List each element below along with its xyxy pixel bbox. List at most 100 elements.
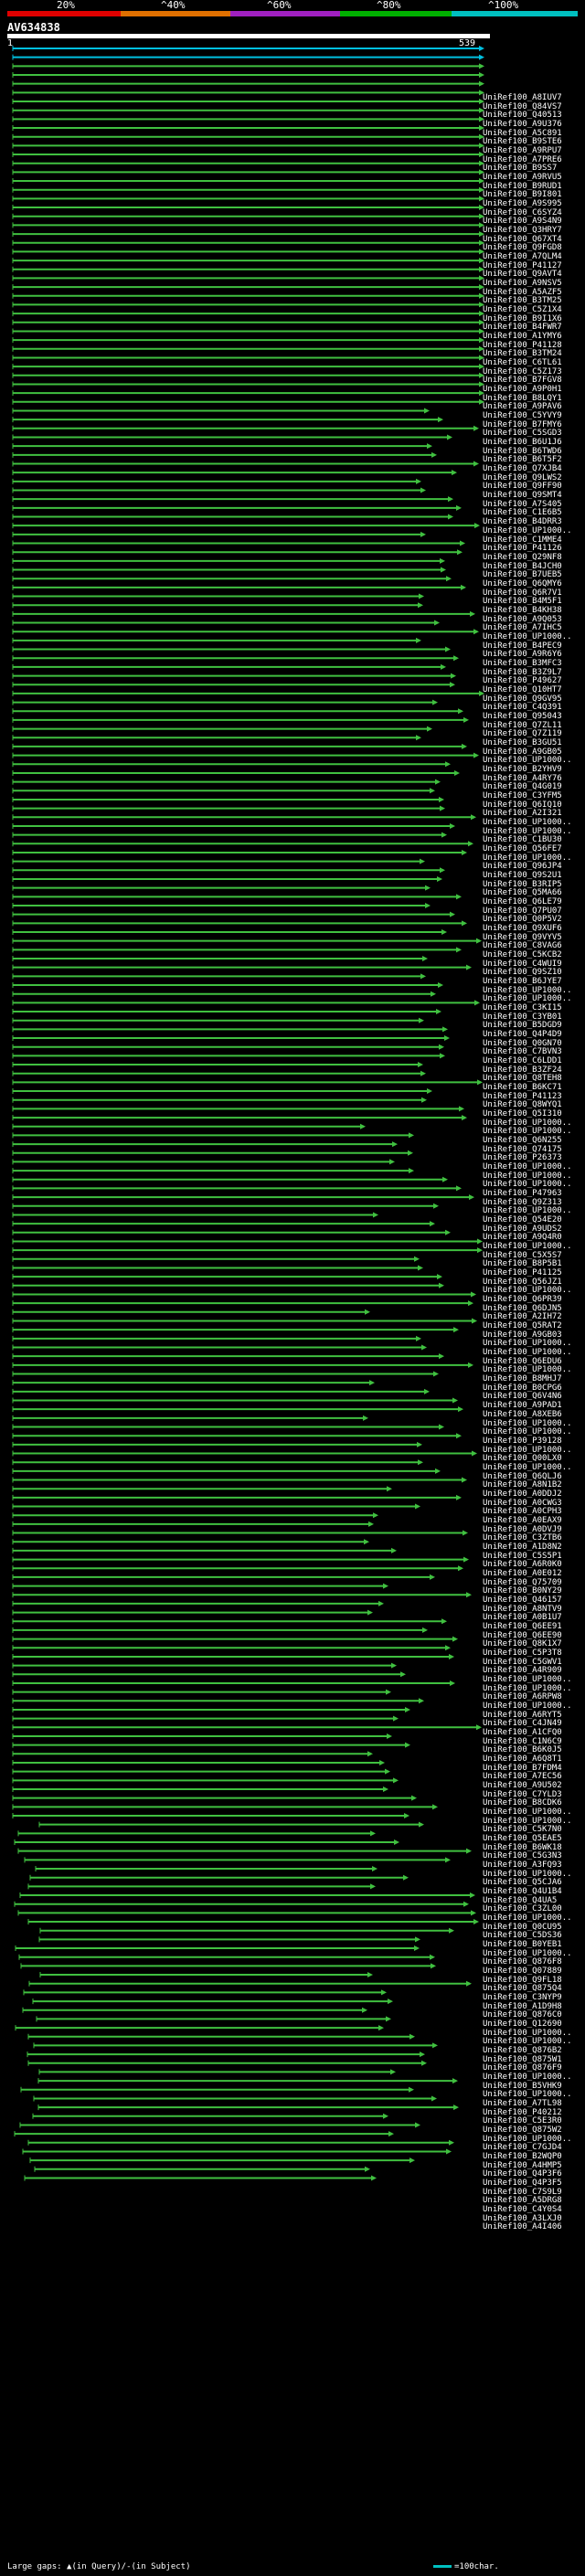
hit-label[interactable]: UniRef100_Q3HRY7 (483, 226, 562, 236)
hit-label[interactable]: UniRef100_Q8WYQ1 (483, 1100, 562, 1110)
hit-label[interactable]: UniRef100_B7FGV8 (483, 376, 562, 386)
hit-label[interactable]: UniRef100_P26373 (483, 1153, 562, 1163)
hit-label[interactable]: UniRef100_A8XEB6 (483, 1409, 562, 1419)
hit-label[interactable]: UniRef100_A9P0H1 (483, 385, 562, 395)
hit-label[interactable]: UniRef100_C7YLD3 (483, 1789, 562, 1799)
hit-label[interactable]: UniRef100_A0B1U7 (483, 1613, 562, 1623)
hit-label[interactable]: UniRef100_B6JYE7 (483, 977, 562, 986)
hit-label[interactable]: UniRef100_Q10HT7 (483, 684, 562, 694)
hit-label[interactable]: UniRef100_Q9AVT4 (483, 270, 562, 280)
hit-label[interactable]: UniRef100_B4FWR7 (483, 323, 562, 333)
hit-label[interactable]: UniRef100_UP1000.. (483, 1701, 572, 1711)
hit-label[interactable]: UniRef100_UP1000.. (483, 2090, 572, 2100)
hit-label[interactable]: UniRef100_Q875W2 (483, 2125, 562, 2136)
hit-label[interactable]: UniRef100_C1MME4 (483, 535, 562, 545)
hit-label[interactable]: UniRef100_A9S4N9 (483, 217, 562, 227)
hit-label[interactable]: UniRef100_A6RYT5 (483, 1710, 562, 1720)
hit-label[interactable]: UniRef100_Q5MA66 (483, 888, 562, 898)
hit-label[interactable]: UniRef100_A9Q4R0 (483, 1233, 562, 1243)
hit-label[interactable]: UniRef100_UP1000.. (483, 1206, 572, 1216)
hit-label[interactable]: UniRef100_A0CPH3 (483, 1507, 562, 1517)
hit-label[interactable]: UniRef100_C5YVY9 (483, 411, 562, 421)
hit-label[interactable]: UniRef100_C5GWV1 (483, 1657, 562, 1667)
hit-label[interactable]: UniRef100_UP1000.. (483, 1418, 572, 1428)
hit-label[interactable]: UniRef100_UP1000.. (483, 1913, 572, 1924)
hit-label[interactable]: UniRef100_A3LXJ0 (483, 2213, 562, 2223)
hit-label[interactable]: UniRef100_Q0GN70 (483, 1038, 562, 1048)
hit-label[interactable]: UniRef100_B6WK18 (483, 1842, 562, 1852)
hit-label[interactable]: UniRef100_UP1000.. (483, 1427, 572, 1437)
hit-label[interactable]: UniRef100_UP1000.. (483, 1683, 572, 1693)
hit-label[interactable]: UniRef100_A5DRG8 (483, 2196, 562, 2206)
hit-label[interactable]: UniRef100_A8NTV9 (483, 1604, 562, 1614)
hit-label[interactable]: UniRef100_UP1000.. (483, 1242, 572, 1252)
hit-label[interactable]: UniRef100_B7UEB5 (483, 570, 562, 580)
hit-label[interactable]: UniRef100_UP1000.. (483, 985, 572, 995)
hit-label[interactable]: UniRef100_Q4P3F5 (483, 2178, 562, 2189)
hit-label[interactable]: UniRef100_B4M5F1 (483, 597, 562, 607)
hit-label[interactable]: UniRef100_C7GJD4 (483, 2143, 562, 2153)
hit-label[interactable]: UniRef100_UP1000.. (483, 1171, 572, 1181)
hit-label[interactable]: UniRef100_B9I801 (483, 190, 562, 200)
hit-label[interactable]: UniRef100_C4Q391 (483, 703, 562, 713)
hit-label[interactable]: UniRef100_C4Y0S4 (483, 2205, 562, 2215)
hit-label[interactable]: UniRef100_Q876F8 (483, 1957, 562, 1967)
hit-label[interactable]: UniRef100_Q4G019 (483, 782, 562, 792)
hit-label[interactable]: UniRef100_A9Q053 (483, 614, 562, 624)
hit-label[interactable]: UniRef100_A4I406 (483, 2222, 562, 2232)
hit-label[interactable]: UniRef100_B9SS7 (483, 164, 558, 174)
hit-label[interactable]: UniRef100_C7S9L9 (483, 2187, 562, 2197)
hit-label[interactable]: UniRef100_C3YB01 (483, 1012, 562, 1022)
hit-label[interactable]: UniRef100_A0DVJ9 (483, 1524, 562, 1534)
hit-label[interactable]: UniRef100_A9PAD1 (483, 1401, 562, 1411)
hit-label[interactable]: UniRef100_UP1000.. (483, 1162, 572, 1172)
hit-label[interactable]: UniRef100_C1BU30 (483, 835, 562, 845)
hit-label[interactable]: UniRef100_A6R0K0 (483, 1560, 562, 1570)
hit-label[interactable]: UniRef100_P39128 (483, 1436, 562, 1446)
hit-label[interactable]: UniRef100_A9GB05 (483, 747, 562, 757)
hit-label[interactable]: UniRef100_A1CFQ0 (483, 1727, 562, 1737)
hit-label[interactable]: UniRef100_Q9Z313 (483, 1197, 562, 1207)
hit-label[interactable]: UniRef100_Q9S2U1 (483, 870, 562, 880)
hit-label[interactable]: UniRef100_P41127 (483, 260, 562, 270)
hit-label[interactable]: UniRef100_A4RY76 (483, 773, 562, 783)
hit-label[interactable]: UniRef100_B6T5F2 (483, 455, 562, 465)
hit-label[interactable]: UniRef100_B0CPG6 (483, 1383, 562, 1393)
hit-label[interactable]: UniRef100_B8MHJ7 (483, 1374, 562, 1384)
hit-label[interactable]: UniRef100_C5Z1X4 (483, 305, 562, 315)
hit-label[interactable]: UniRef100_P41123 (483, 1091, 562, 1101)
hit-label[interactable]: UniRef100_C5K7N0 (483, 1825, 562, 1835)
hit-label[interactable]: UniRef100_UP1000.. (483, 2134, 572, 2144)
hit-label[interactable]: UniRef100_B9STE6 (483, 137, 562, 147)
hit-label[interactable]: UniRef100_A7PRE6 (483, 154, 562, 164)
hit-label[interactable]: UniRef100_B7FMY6 (483, 419, 562, 429)
hit-label[interactable]: UniRef100_Q56FE7 (483, 843, 562, 853)
hit-label[interactable]: UniRef100_A7QLM4 (483, 252, 562, 262)
hit-label[interactable]: UniRef100_A4R909 (483, 1666, 562, 1676)
hit-label[interactable]: UniRef100_Q54E20 (483, 1215, 562, 1225)
hit-label[interactable]: UniRef100_B2YHV9 (483, 764, 562, 774)
hit-label[interactable]: UniRef100_UP1000.. (483, 1445, 572, 1455)
hit-label[interactable]: UniRef100_A8N1B2 (483, 1480, 562, 1490)
hit-label[interactable]: UniRef100_Q7XJB4 (483, 464, 562, 474)
hit-label[interactable]: UniRef100_UP1000.. (483, 817, 572, 827)
hit-label[interactable]: UniRef100_UP1000.. (483, 2028, 572, 2038)
hit-label[interactable]: UniRef100_C5E3R0 (483, 2116, 562, 2126)
hit-label[interactable]: UniRef100_Q29NF8 (483, 552, 562, 562)
hit-label[interactable]: UniRef100_A0DDJ2 (483, 1489, 562, 1499)
hit-label[interactable]: UniRef100_P40212 (483, 2107, 562, 2117)
hit-label[interactable]: UniRef100_C6SYZ4 (483, 207, 562, 217)
hit-label[interactable]: UniRef100_C6LDD1 (483, 1056, 562, 1066)
hit-label[interactable]: UniRef100_UP1000.. (483, 826, 572, 836)
hit-label[interactable]: UniRef100_Q6QLJ6 (483, 1471, 562, 1481)
hit-label[interactable]: UniRef100_C3ZTB6 (483, 1533, 562, 1543)
hit-label[interactable]: UniRef100_UP1000.. (483, 525, 572, 535)
hit-label[interactable]: UniRef100_UP1000.. (483, 631, 572, 641)
hit-label[interactable]: UniRef100_C5DS36 (483, 1931, 562, 1941)
hit-label[interactable]: UniRef100_A9U502 (483, 1780, 562, 1790)
hit-label[interactable]: UniRef100_Q12690 (483, 2019, 562, 2030)
hit-label[interactable]: UniRef100_Q6PR39 (483, 1295, 562, 1305)
hit-label[interactable]: UniRef100_Q0P5V2 (483, 915, 562, 925)
hit-label[interactable]: UniRef100_UP1000.. (483, 994, 572, 1004)
hit-label[interactable]: UniRef100_Q9FF90 (483, 482, 562, 492)
